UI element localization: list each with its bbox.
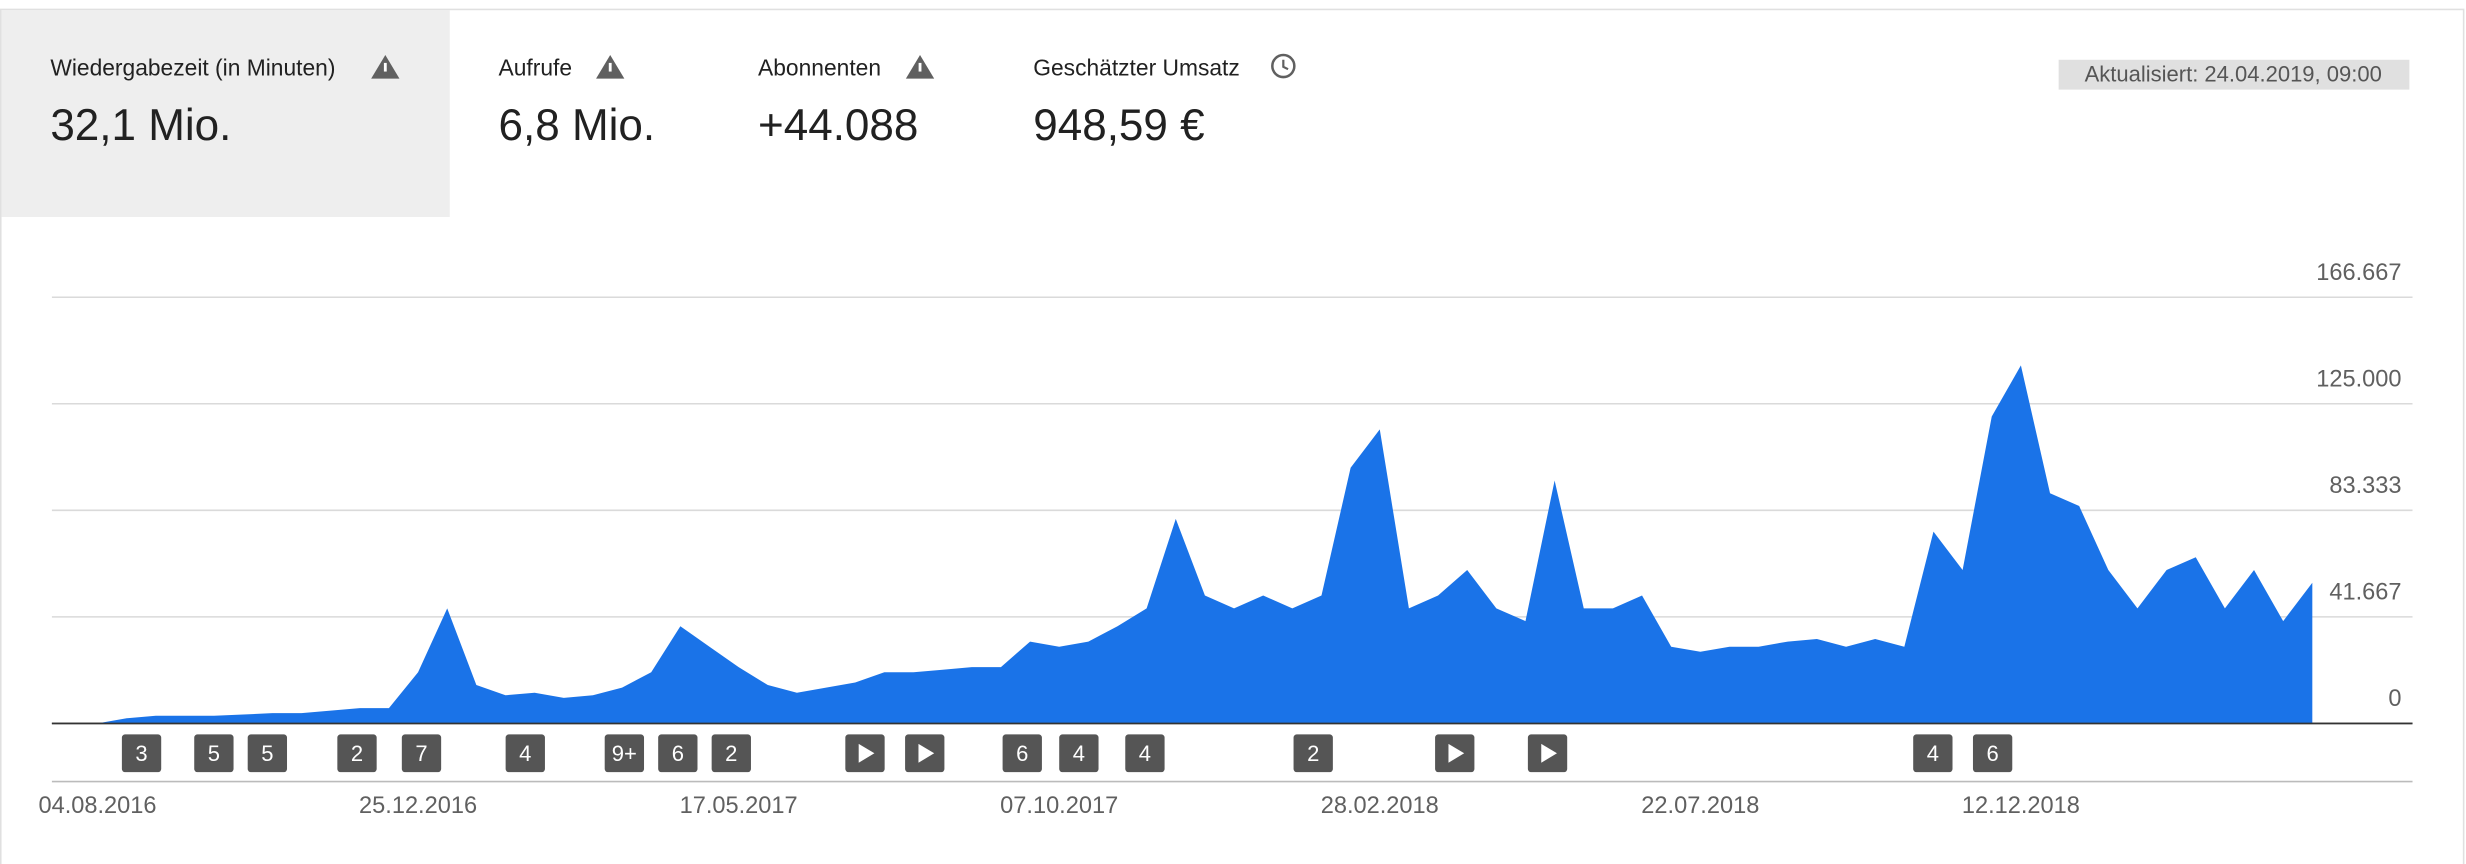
annotation-marker[interactable] — [337, 734, 377, 773]
metric-label[interactable]: Wiedergabezeit (in Minuten) — [50, 54, 335, 80]
x-tick-label: 22.07.2018 — [1641, 792, 1759, 818]
warning-mark — [383, 62, 387, 72]
metric-label[interactable]: Geschätzter Umsatz — [1033, 54, 1240, 80]
annotation-marker[interactable] — [1913, 734, 1953, 773]
annotation-label[interactable]: 5 — [261, 741, 273, 766]
annotation-marker[interactable] — [1002, 734, 1042, 773]
updated-badge — [2058, 59, 2410, 90]
metric-value[interactable]: +44.088 — [758, 101, 918, 150]
updated-text: Aktualisiert: 24.04.2019, 09:00 — [2085, 61, 2382, 86]
annotation-label[interactable]: 7 — [415, 741, 427, 766]
annotation-marker[interactable] — [1125, 734, 1165, 773]
y-tick-label: 0 — [2388, 685, 2401, 711]
annotation-marker[interactable] — [604, 734, 645, 773]
x-tick-label: 25.12.2016 — [359, 792, 477, 818]
annotation-marker[interactable] — [1293, 734, 1333, 773]
y-tick-label: 41.667 — [2329, 579, 2401, 605]
clock-icon — [1271, 53, 1296, 79]
annotation-marker[interactable] — [1972, 734, 2013, 773]
metric-label[interactable]: Aufrufe — [499, 54, 573, 80]
warning-mark — [608, 62, 612, 72]
play-icon — [1541, 743, 1557, 763]
x-tick-label: 28.02.2018 — [1321, 792, 1439, 818]
annotation-label[interactable]: 3 — [135, 741, 147, 766]
metric-value[interactable]: 948,59 € — [1033, 101, 1204, 150]
metric-value[interactable]: 6,8 Mio. — [499, 101, 656, 150]
x-tick-label: 17.05.2017 — [680, 792, 798, 818]
annotation-marker[interactable] — [247, 734, 288, 773]
annotation-label[interactable]: 5 — [208, 741, 220, 766]
play-icon — [1448, 743, 1465, 763]
annotation-marker[interactable] — [401, 734, 442, 773]
annotation-marker[interactable] — [194, 734, 234, 773]
y-tick-label: 125.000 — [2316, 365, 2401, 391]
x-tick-label: 04.08.2016 — [38, 792, 156, 818]
annotation-label[interactable]: 4 — [1927, 741, 1939, 766]
annotation-label[interactable]: 9+ — [612, 741, 637, 766]
annotation-label[interactable]: 4 — [1139, 741, 1151, 766]
annotation-marker[interactable] — [658, 734, 698, 773]
annotation-marker[interactable] — [711, 734, 751, 773]
annotation-label[interactable]: 2 — [725, 741, 737, 766]
annotation-label[interactable]: 2 — [1307, 741, 1319, 766]
annotation-marker[interactable] — [121, 734, 162, 773]
warning-mark — [918, 62, 922, 72]
metric-value[interactable]: 32,1 Mio. — [50, 101, 231, 150]
selected-tab[interactable] — [1, 10, 450, 218]
annotation-label[interactable]: 6 — [672, 741, 684, 766]
annotation-label[interactable]: 4 — [519, 741, 531, 766]
clock-hand — [1282, 59, 1289, 71]
x-tick-label: 07.10.2017 — [1000, 792, 1118, 818]
y-tick-label: 83.333 — [2329, 472, 2401, 498]
annotation-marker[interactable] — [505, 734, 545, 773]
annotation-label[interactable]: 2 — [351, 741, 363, 766]
annotation-label[interactable]: 6 — [1016, 741, 1028, 766]
play-icon — [918, 743, 935, 763]
metric-label[interactable]: Abonnenten — [758, 54, 881, 80]
x-tick-label: 12.12.2018 — [1962, 792, 2080, 818]
annotation-label[interactable]: 4 — [1073, 741, 1085, 766]
play-icon — [858, 743, 875, 763]
annotation-label[interactable]: 6 — [1986, 741, 1998, 766]
area — [97, 365, 2313, 724]
annotation-marker[interactable] — [1059, 734, 1099, 773]
y-tick-label: 166.667 — [2316, 259, 2401, 285]
metric-tabs: Wiedergabezeit (in Minuten) 32,1 Mio. Aufr… — [50, 53, 1296, 150]
chart: 0 41.667 83.333 125.000 166.667 04.08.2016 25.… — [38, 259, 2413, 818]
